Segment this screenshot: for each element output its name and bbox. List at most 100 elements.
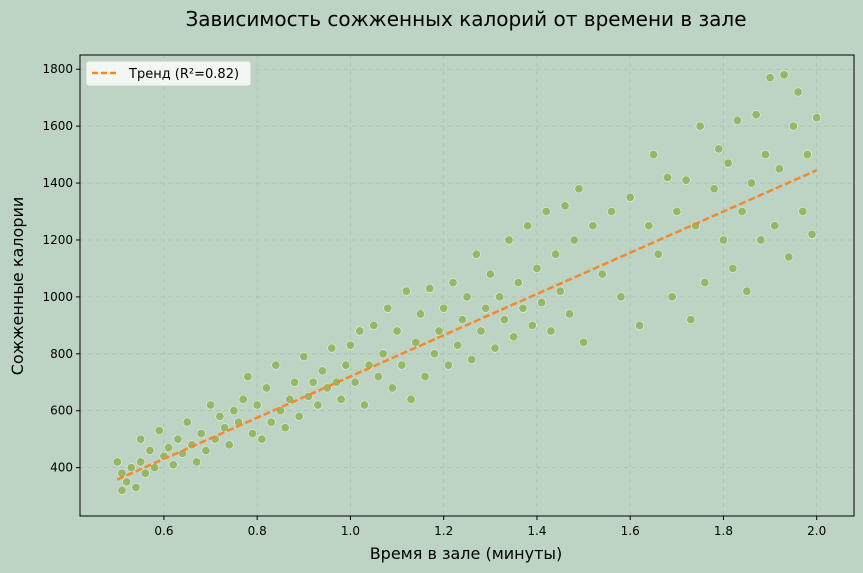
- data-point: [681, 175, 691, 185]
- data-point: [812, 113, 822, 123]
- data-point: [299, 352, 309, 362]
- data-point: [807, 229, 817, 239]
- data-point: [401, 286, 411, 296]
- data-point: [625, 192, 635, 202]
- data-point: [504, 235, 514, 245]
- data-point: [751, 110, 761, 120]
- data-point: [406, 394, 416, 404]
- data-point: [140, 468, 150, 478]
- data-point: [373, 372, 383, 382]
- data-point: [168, 460, 178, 470]
- y-tick-label: 400: [50, 461, 73, 475]
- data-point: [784, 252, 794, 262]
- data-point: [481, 303, 491, 313]
- data-point: [164, 443, 174, 453]
- data-point: [732, 115, 742, 125]
- data-point: [359, 400, 369, 410]
- data-point: [756, 235, 766, 245]
- data-point: [565, 309, 575, 319]
- data-point: [718, 235, 728, 245]
- data-point: [262, 383, 272, 393]
- data-point: [331, 377, 341, 387]
- data-point: [597, 269, 607, 279]
- data-point: [569, 235, 579, 245]
- data-point: [411, 337, 421, 347]
- data-point: [439, 303, 449, 313]
- legend-box: [85, 60, 252, 87]
- data-point: [369, 320, 379, 330]
- data-point: [289, 377, 299, 387]
- data-point: [196, 428, 206, 438]
- data-point: [117, 485, 127, 495]
- x-tick-label: 1.4: [527, 524, 546, 538]
- data-point: [760, 150, 770, 160]
- data-point: [574, 184, 584, 194]
- data-point: [728, 263, 738, 273]
- data-point: [742, 286, 752, 296]
- data-point: [145, 446, 155, 456]
- data-point: [579, 337, 589, 347]
- y-axis: 400 600 800 1000 1200 1400 1600 1800: [42, 62, 80, 475]
- data-point: [336, 394, 346, 404]
- data-point: [280, 423, 290, 433]
- data-points: [112, 70, 822, 495]
- data-point: [588, 221, 598, 231]
- data-point: [266, 417, 276, 427]
- x-tick-label: 1.8: [714, 524, 733, 538]
- data-point: [471, 249, 481, 259]
- data-point: [541, 207, 551, 217]
- data-point: [355, 326, 365, 336]
- data-point: [793, 87, 803, 97]
- data-point: [551, 249, 561, 259]
- y-tick-label: 1800: [42, 62, 73, 76]
- data-point: [448, 278, 458, 288]
- data-point: [425, 283, 435, 293]
- trend-line: [116, 169, 818, 481]
- data-point: [341, 360, 351, 370]
- y-tick-label: 1400: [42, 176, 73, 190]
- data-point: [770, 221, 780, 231]
- data-point: [313, 400, 323, 410]
- x-tick-label: 0.6: [154, 524, 173, 538]
- data-point: [224, 440, 234, 450]
- data-point: [518, 303, 528, 313]
- data-point: [485, 269, 495, 279]
- x-tick-label: 1.0: [341, 524, 360, 538]
- data-point: [667, 292, 677, 302]
- data-point: [746, 178, 756, 188]
- data-point: [294, 411, 304, 421]
- data-point: [112, 457, 122, 467]
- data-point: [695, 121, 705, 131]
- data-point: [700, 278, 710, 288]
- data-point: [490, 343, 500, 353]
- data-point: [327, 343, 337, 353]
- data-point: [527, 320, 537, 330]
- data-point: [215, 411, 225, 421]
- data-point: [383, 303, 393, 313]
- data-point: [420, 372, 430, 382]
- data-point: [206, 400, 216, 410]
- data-point: [136, 457, 146, 467]
- legend-trend-label: Тренд (R²=0.82): [128, 67, 239, 82]
- y-axis-label: Сожженные калории: [8, 197, 27, 376]
- data-point: [686, 315, 696, 325]
- x-tick-label: 0.8: [248, 524, 267, 538]
- data-point: [532, 263, 542, 273]
- data-point: [765, 73, 775, 83]
- data-point: [173, 434, 183, 444]
- data-point: [560, 201, 570, 211]
- data-point: [243, 372, 253, 382]
- y-tick-label: 1600: [42, 119, 73, 133]
- data-point: [709, 184, 719, 194]
- data-point: [723, 158, 733, 168]
- data-point: [737, 207, 747, 217]
- y-tick-label: 600: [50, 404, 73, 418]
- data-point: [252, 400, 262, 410]
- data-point: [229, 406, 239, 416]
- data-point: [467, 354, 477, 364]
- data-point: [201, 446, 211, 456]
- data-point: [387, 383, 397, 393]
- data-point: [238, 394, 248, 404]
- data-point: [802, 150, 812, 160]
- y-tick-label: 800: [50, 347, 73, 361]
